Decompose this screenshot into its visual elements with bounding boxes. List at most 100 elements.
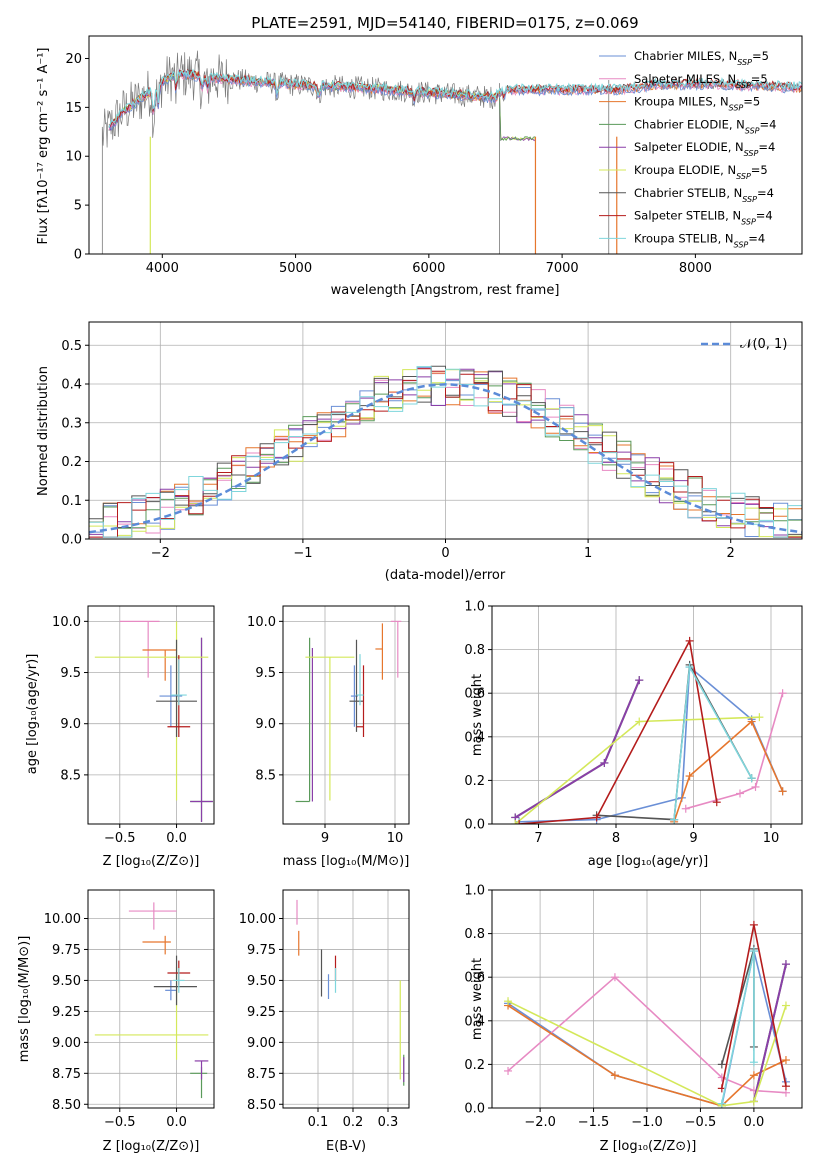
y-tick-label: 0.1 [61, 494, 82, 509]
y-tick-label: 9.25 [52, 1005, 81, 1020]
error-bars [94, 620, 213, 822]
y-tick-label: 0.2 [464, 774, 485, 789]
y-tick-label: 9.0 [255, 717, 276, 732]
legend-count: =4 [756, 209, 773, 223]
mass-weight-vs-age-ylabel: mass weight [470, 674, 485, 756]
x-tick-label: 1 [584, 546, 592, 561]
y-tick-label: 20 [65, 52, 82, 67]
y-tick-label: 0.5 [61, 339, 82, 354]
y-tick-label: 9.00 [52, 1036, 81, 1051]
y-tick-label: 10.0 [247, 615, 276, 630]
x-tick-label: −1.5 [578, 1115, 610, 1130]
error-bars [296, 899, 405, 1086]
mass-weight-vs-age-panel: 7 8 9 10 0.0 0.2 0.4 0.6 0.8 1.0 age [log₁₀(age/y… [464, 600, 803, 869]
mass-vs-extinction-xlabel: E(B-V) [326, 1139, 366, 1154]
x-tick-label: 8000 [679, 261, 712, 276]
legend-count: =5 [751, 163, 768, 177]
legend-count: =5 [743, 95, 760, 109]
spectrum-xlabel: wavelength [Angstrom, rest frame] [331, 283, 560, 298]
spectrum-ylabel: Flux [fλ10⁻¹⁷ erg cm⁻² s⁻¹ A⁻¹] [36, 48, 51, 245]
age-vs-mass-xlabel: mass [log₁₀(M/M⊙)] [283, 854, 410, 869]
x-tick-label: 4000 [146, 261, 179, 276]
y-tick-label: 9.0 [60, 717, 81, 732]
legend-subscript: SSP [745, 126, 760, 135]
legend-count: =5 [752, 49, 769, 63]
axes-frame [87, 889, 215, 1109]
y-tick-label: 10 [65, 150, 82, 165]
weight-line [514, 716, 760, 824]
x-tick-label: 0.1 [308, 1115, 329, 1130]
legend-subscript: SSP [736, 172, 751, 181]
axes-frame [491, 605, 803, 825]
y-tick-label: 8.5 [60, 768, 81, 783]
residual-histogram [89, 366, 802, 539]
legend-count: =4 [760, 117, 777, 131]
spectrum-legend: Chabrier MILES, NSSP=5 Salpeter MILES, NS… [599, 49, 776, 249]
x-tick-label: 0.3 [378, 1115, 399, 1130]
age-vs-metallicity-plot-area: −0.5 0.0 8.5 9.0 9.5 10.0 [52, 605, 215, 846]
y-tick-label: 8.5 [255, 768, 276, 783]
y-tick-label: 10.0 [52, 615, 81, 630]
y-tick-label: 9.75 [52, 943, 81, 958]
spectrum-panel: PLATE=2591, MJD=54140, FIBERID=0175, z=0… [36, 14, 803, 298]
x-tick-label: −0.5 [104, 1115, 136, 1130]
y-tick-label: 9.50 [247, 974, 276, 989]
axes-frame [282, 889, 410, 1109]
legend-label: Kroupa ELODIE, NSSP=5 [634, 163, 768, 181]
legend-subscript: SSP [744, 149, 759, 158]
weight-line [752, 963, 787, 1102]
y-tick-label: 0.4 [464, 1014, 485, 1029]
residuals-panel: −2 −1 0 1 2 0.0 0.1 0.2 0.3 0.4 0.5 (data-model)/e… [36, 321, 803, 583]
legend-subscript: SSP [742, 194, 757, 203]
legend-subscript: SSP [729, 103, 744, 112]
legend-label: Chabrier ELODIE, NSSP=4 [634, 117, 776, 135]
legend-label: Salpeter STELIB, NSSP=4 [634, 209, 773, 227]
y-tick-label: 0.0 [61, 533, 82, 548]
y-tick-label: 9.75 [247, 943, 276, 958]
mass-weight-vs-metallicity-xlabel: Z [log₁₀(Z/Z⊙)] [600, 1139, 697, 1154]
legend-count: =5 [751, 72, 768, 86]
x-tick-label: 7 [534, 831, 542, 846]
x-tick-label: 6000 [412, 261, 445, 276]
y-tick-label: 15 [65, 101, 82, 116]
mass-weight-vs-metallicity-ylabel: mass weight [470, 958, 485, 1040]
age-vs-metallicity-ylabel: age [log₁₀(age/yr)] [25, 654, 40, 775]
y-tick-label: 10.00 [239, 912, 276, 927]
age-vs-metallicity-panel: −0.5 0.0 8.5 9.0 9.5 10.0 Z [log₁₀(Z/Z⊙)] age… [25, 605, 215, 869]
legend-label: Kroupa MILES, NSSP=5 [634, 95, 760, 113]
y-tick-label: 0.2 [464, 1058, 485, 1073]
spectrum-title: PLATE=2591, MJD=54140, FIBERID=0175, z=0… [251, 14, 638, 32]
y-tick-label: 8.75 [247, 1067, 276, 1082]
x-tick-label: 7000 [546, 261, 579, 276]
error-bars [94, 902, 209, 1099]
x-tick-label: 5000 [279, 261, 312, 276]
spectrum-lines [101, 50, 802, 254]
y-tick-label: 8.75 [52, 1067, 81, 1082]
y-tick-label: 0.8 [464, 643, 485, 658]
residuals-plot-area: −2 −1 0 1 2 0.0 0.1 0.2 0.3 0.4 0.5 [61, 321, 803, 561]
x-tick-label: −2 [151, 546, 170, 561]
y-tick-label: 0.6 [464, 971, 485, 986]
y-tick-label: 8.50 [247, 1098, 276, 1113]
x-tick-label: 0.0 [744, 1115, 765, 1130]
mass-vs-extinction-plot-area: 0.1 0.2 0.3 8.50 8.75 9.00 9.25 9.50 9.75 10.00 [239, 889, 410, 1130]
x-tick-label: 10 [763, 831, 780, 846]
y-tick-label: 0.3 [61, 416, 82, 431]
weight-line [514, 679, 641, 819]
weight-lines [504, 920, 790, 1108]
age-vs-metallicity-xlabel: Z [log₁₀(Z/Z⊙)] [103, 854, 200, 869]
axes-frame [87, 605, 215, 825]
age-vs-mass-plot-area: 9 10 8.5 9.0 9.5 10.0 [247, 605, 410, 846]
weight-line [507, 1000, 787, 1107]
y-tick-label: 0.0 [464, 818, 485, 833]
normal-legend-label: 𝒩(0, 1) [740, 337, 787, 352]
weight-lines [511, 636, 787, 824]
x-tick-label: 8 [612, 831, 620, 846]
mass-weight-vs-age-plot-area: 7 8 9 10 0.0 0.2 0.4 0.6 0.8 1.0 [464, 600, 803, 846]
x-tick-label: 9 [689, 831, 697, 846]
x-tick-label: −0.5 [685, 1115, 717, 1130]
x-tick-label: −2.0 [524, 1115, 556, 1130]
legend-label: Kroupa STELIB, NSSP=4 [634, 231, 765, 249]
y-tick-label: 0 [74, 248, 82, 263]
legend-subscript: SSP [734, 240, 749, 249]
